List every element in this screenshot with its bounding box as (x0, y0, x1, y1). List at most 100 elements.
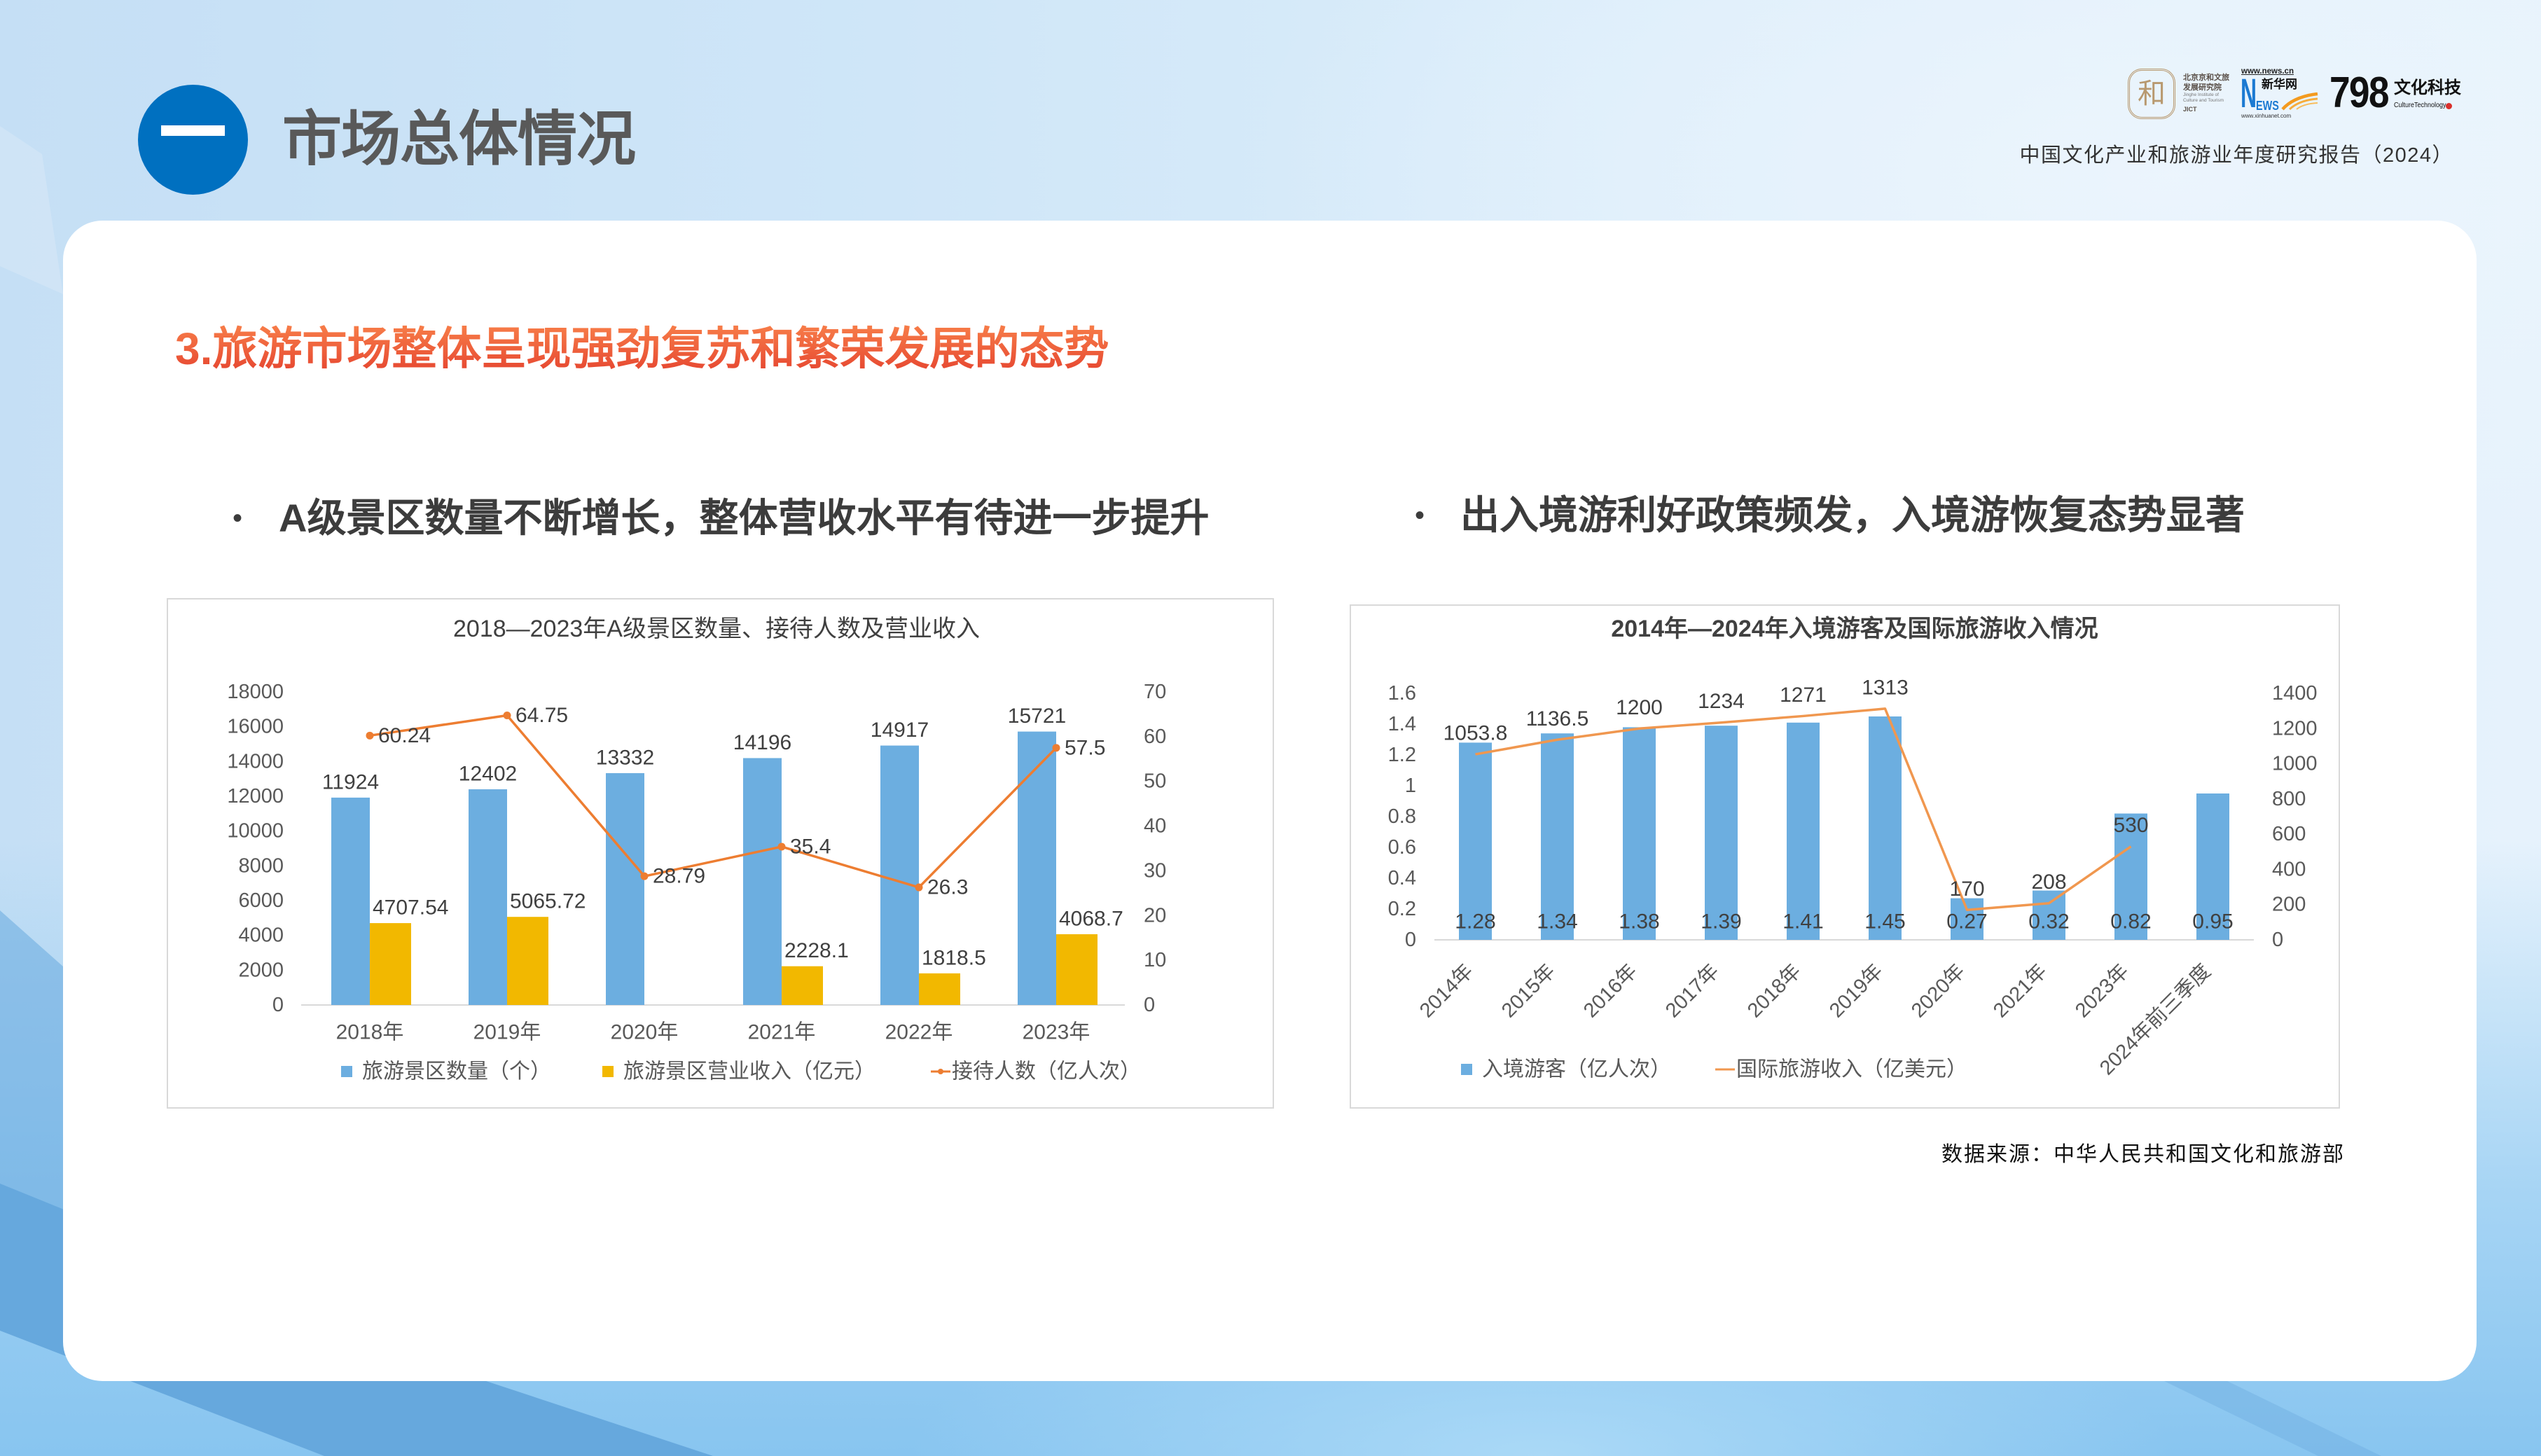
line-marker-icon (366, 731, 374, 740)
bar-value-label: 1.38 (1619, 910, 1659, 934)
y-axis-left-tick-label: 0.6 (1388, 836, 1416, 859)
bar (1459, 742, 1492, 940)
y-axis-right-tick-label: 50 (1144, 770, 1166, 793)
line-value-label: 1271 (1780, 684, 1827, 707)
legend: 入境游客（亿人次） 国际旅游收入（亿美元） (1461, 1058, 1967, 1081)
legend-swatch-icon (1461, 1064, 1472, 1075)
line-value-label: 1313 (1862, 676, 1909, 699)
x-axis-label: 2021年 (1988, 959, 2051, 1022)
y-axis-left-tick-label: 6000 (238, 889, 284, 912)
line-value-label: 208 (2031, 871, 2066, 894)
y-axis-left-tick-label: 4000 (238, 924, 284, 947)
bar-value-label: 1.45 (1864, 910, 1905, 934)
section-title: 市场总体情况 (282, 106, 636, 173)
line-marker-icon (915, 883, 923, 892)
bar (1018, 731, 1056, 1005)
x-axis-label: 2020年 (611, 1021, 679, 1044)
x-axis-label: 2022年 (885, 1021, 953, 1044)
y-axis-left-tick-label: 0 (272, 994, 284, 1016)
y-axis-left-tick-label: 1.4 (1388, 713, 1416, 735)
bar-value-label: 4068.7 (1059, 907, 1123, 930)
bar-value-label: 14196 (733, 731, 791, 754)
report-title: 中国文化产业和旅游业年度研究报告（2024） (2019, 144, 2453, 167)
bar (2196, 793, 2229, 940)
bar (1869, 716, 1902, 940)
bar (1787, 722, 1820, 940)
bullet-text-inbound-tourism: 出入境游利好政策频发，入境游恢复态势显著 (1460, 493, 2245, 537)
x-axis-label: 2018年 (336, 1021, 404, 1044)
legend-label: 入境游客（亿人次） (1482, 1058, 1671, 1081)
y-axis-right-tick-label: 10 (1144, 949, 1166, 971)
xinhua-logo: www.news.cn N 新华网 EWS www.xinhuanet.com (2241, 67, 2319, 120)
x-axis-label: 2015年 (1497, 959, 1559, 1022)
bar-series: 4707.54 5065.72 2228.1 1818.5 4068.7 (370, 890, 1123, 1005)
y-axis-left-tick-label: 10000 (227, 820, 284, 843)
legend: 旅游景区数量（个） 旅游景区营业收入（亿元） 接待人数（亿人次） (341, 1060, 1141, 1083)
jict-logo-text: 北京京和文旅 发展研究院 Jinghe Institute of Culture… (2183, 73, 2239, 114)
xinhua-url-top: www.news.cn (2241, 67, 2294, 76)
bar-series: 11924 12402 13332 14196 14917 15721 (322, 705, 1066, 1005)
y-axis-left: 0 2000 4000 6000 8000 10000 12000 14000 16000 180… (227, 681, 284, 1016)
chart-title: 2014年—2024年入境游客及国际旅游收入情况 (1611, 615, 2098, 642)
data-source-note: 数据来源：中华人民共和国文化和旅游部 (1941, 1142, 2345, 1167)
line-value-label: 26.3 (927, 876, 968, 899)
culture-tech-logo: 798 文化科技 CultureTechnology (2329, 71, 2461, 115)
y-axis-left-tick-label: 16000 (227, 716, 284, 738)
jict-name-cn-2: 发展研究院 (2183, 83, 2222, 92)
legend-label: 旅游景区营业收入（亿元） (623, 1060, 875, 1083)
legend-item: 入境游客（亿人次） (1461, 1058, 1671, 1081)
line-marker-icon (777, 843, 786, 851)
y-axis-left-tick-label: 8000 (238, 854, 284, 877)
y-axis-right-tick-label: 200 (2272, 894, 2306, 916)
line-value-label: 530 (2113, 814, 2148, 837)
y-axis-left-tick-label: 0.4 (1388, 867, 1416, 889)
bar-value-label: 15721 (1008, 705, 1066, 728)
bar (880, 745, 919, 1005)
legend-label: 国际旅游收入（亿美元） (1736, 1058, 1967, 1081)
legend-item: 接待人数（亿人次） (931, 1060, 1141, 1083)
bar-value-label: 1.39 (1701, 910, 1741, 934)
legend-item: 旅游景区营业收入（亿元） (602, 1060, 875, 1083)
bar (507, 917, 548, 1005)
y-axis-right-tick-label: 0 (1144, 994, 1155, 1016)
y-axis-right-tick-label: 60 (1144, 726, 1166, 748)
xinhua-letters-ews: EWS (2256, 99, 2279, 113)
line-value-label: 1053.8 (1443, 722, 1508, 745)
bar-series: 1.28 1.34 1.38 1.39 1.41 1.45 0.27 0.32 0.82 0.95 (1455, 716, 2234, 940)
y-axis-right-tick-label: 1000 (2272, 753, 2318, 775)
bar (370, 923, 411, 1005)
bar-value-label: 13332 (596, 746, 654, 769)
chart-title: 2018—2023年A级景区数量、接待人数及营业收入 (453, 616, 980, 642)
line-value-label: 35.4 (790, 835, 831, 858)
bar-value-label: 14917 (871, 719, 929, 742)
legend-marker-icon (938, 1069, 943, 1074)
line-value-label: 1200 (1616, 696, 1663, 719)
y-axis-right-tick-label: 40 (1144, 815, 1166, 838)
xinhua-letter-n: N (2241, 71, 2257, 116)
line-path (369, 714, 1058, 889)
line-value-label: 1234 (1698, 690, 1745, 713)
bar-value-label: 11924 (322, 770, 379, 793)
jict-name-en-1: Jinghe Institute of (2183, 92, 2219, 97)
y-axis-left-tick-label: 0 (1405, 929, 1416, 951)
bar-value-label: 1.41 (1782, 910, 1823, 934)
chart-inbound-tourism-canvas: 2014年—2024年入境游客及国际旅游收入情况 0 0.2 0.4 0.6 0.8 1 1.… (1388, 615, 2318, 1081)
x-axis-label: 2017年 (1661, 959, 1723, 1022)
y-axis-left-tick-label: 14000 (227, 750, 284, 772)
y-axis-left-tick-label: 1.6 (1388, 682, 1416, 705)
bar (919, 973, 960, 1005)
jict-name-cn-1: 北京京和文旅 (2183, 74, 2229, 82)
xinhua-name: 新华网 (2262, 78, 2297, 91)
x-axis-label: 2021年 (748, 1021, 816, 1044)
section-number-badge: 一 (138, 85, 248, 195)
culture-tech-name-cn: 文化科技 (2394, 78, 2461, 97)
section-number: 一 (138, 85, 248, 195)
bar (1541, 733, 1574, 940)
x-axis-label: 2023年 (2070, 959, 2133, 1022)
y-axis-right-tick-label: 70 (1144, 681, 1166, 703)
x-axis-label: 2016年 (1579, 959, 1641, 1022)
y-axis-left-tick-label: 0.8 (1388, 805, 1416, 828)
xinhua-swoosh-icon (2281, 92, 2318, 111)
jict-name-en-2: Culture and Tourism (2183, 97, 2224, 103)
